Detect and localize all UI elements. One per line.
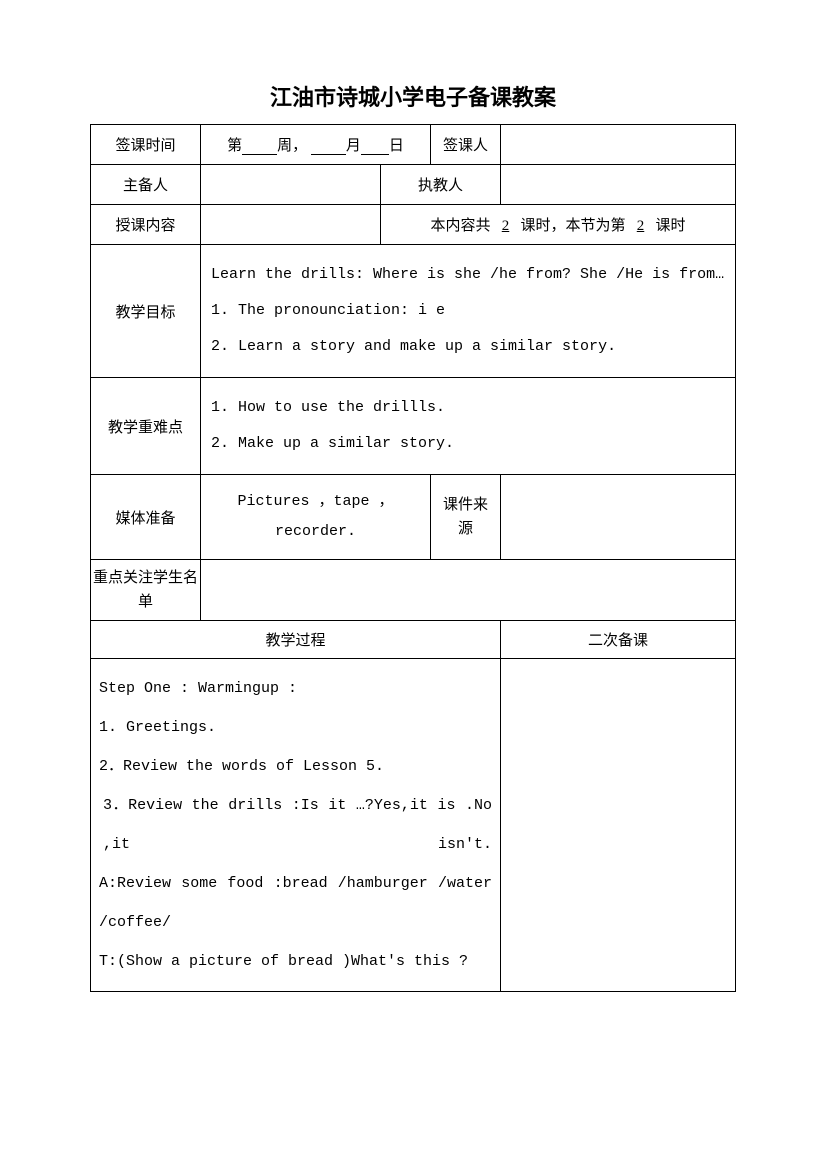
text-current: 2 <box>626 218 656 235</box>
executor-value <box>501 165 736 205</box>
label-teach-focus: 教学重难点 <box>91 378 201 475</box>
text-mid: 课时，本节为第 <box>521 218 626 234</box>
label-executor: 执教人 <box>381 165 501 205</box>
row-process-header: 教学过程 二次备课 <box>91 621 736 659</box>
blank-week <box>242 139 277 155</box>
focus-line2: 2. Make up a similar story. <box>211 426 725 462</box>
second-prep-content <box>501 659 736 992</box>
row-student-list: 重点关注学生名单 <box>91 560 736 621</box>
process-content: Step One : Warmingup : 1. Greetings. 2．R… <box>91 659 501 992</box>
goal-line2: 1. The pronounciation: i e <box>211 293 725 329</box>
process-line1: Step One : Warmingup : <box>99 669 492 708</box>
process-line4: 3．Review the drills :Is it …?Yes,it is .… <box>99 786 492 864</box>
goal-line3: 2. Learn a story and make up a similar s… <box>211 329 725 365</box>
focus-line1: 1. How to use the drillls. <box>211 390 725 426</box>
label-sign-person: 签课人 <box>431 125 501 165</box>
label-second-prep: 二次备课 <box>501 621 736 659</box>
sign-time-value: 第 周， 月 日 <box>201 125 431 165</box>
label-main-teacher: 主备人 <box>91 165 201 205</box>
text-total: 2 <box>491 218 521 235</box>
row-teach-focus: 教学重难点 1. How to use the drillls. 2. Make… <box>91 378 736 475</box>
label-teach-goal: 教学目标 <box>91 245 201 378</box>
teach-goal-content: Learn the drills: Where is she /he from?… <box>201 245 736 378</box>
goal-line1: Learn the drills: Where is she /he from?… <box>211 257 725 293</box>
text-month: 月 <box>346 138 361 154</box>
row-process-content: Step One : Warmingup : 1. Greetings. 2．R… <box>91 659 736 992</box>
label-courseware-source: 课件来源 <box>431 475 501 560</box>
process-line2: 1. Greetings. <box>99 708 492 747</box>
student-list-value <box>201 560 736 621</box>
text-week: 周， <box>277 138 307 154</box>
document-title: 江油市诗城小学电子备课教案 <box>90 80 736 112</box>
row-teach-goal: 教学目标 Learn the drills: Where is she /he … <box>91 245 736 378</box>
text-di: 第 <box>227 138 242 154</box>
text-day: 日 <box>389 138 404 154</box>
row-sign-time: 签课时间 第 周， 月 日 签课人 <box>91 125 736 165</box>
lesson-plan-table: 签课时间 第 周， 月 日 签课人 主备人 执教人 授课内容 本内容共 2 课时，本… <box>90 124 736 992</box>
process-line6: T:(Show a picture of bread )What's this … <box>99 942 492 981</box>
text-suffix: 课时 <box>656 218 686 234</box>
label-student-list: 重点关注学生名单 <box>91 560 201 621</box>
sign-person-value <box>501 125 736 165</box>
row-media-prep: 媒体准备 Pictures ，tape ，recorder. 课件来源 <box>91 475 736 560</box>
text-prefix: 本内容共 <box>430 218 490 234</box>
process-line5: A:Review some food :bread /hamburger /wa… <box>99 864 492 942</box>
main-teacher-value <box>201 165 381 205</box>
row-teach-content: 授课内容 本内容共 2 课时，本节为第 2 课时 <box>91 205 736 245</box>
blank-day <box>361 139 389 155</box>
blank-month <box>311 139 346 155</box>
teach-content-value <box>201 205 381 245</box>
process-line3: 2．Review the words of Lesson 5. <box>99 747 492 786</box>
content-period-info: 本内容共 2 课时，本节为第 2 课时 <box>381 205 736 245</box>
label-teach-process: 教学过程 <box>91 621 501 659</box>
row-main-teacher: 主备人 执教人 <box>91 165 736 205</box>
label-sign-time: 签课时间 <box>91 125 201 165</box>
courseware-source-value <box>501 475 736 560</box>
label-teach-content: 授课内容 <box>91 205 201 245</box>
media-prep-value: Pictures ，tape ，recorder. <box>201 475 431 560</box>
teach-focus-content: 1. How to use the drillls. 2. Make up a … <box>201 378 736 475</box>
label-media-prep: 媒体准备 <box>91 475 201 560</box>
